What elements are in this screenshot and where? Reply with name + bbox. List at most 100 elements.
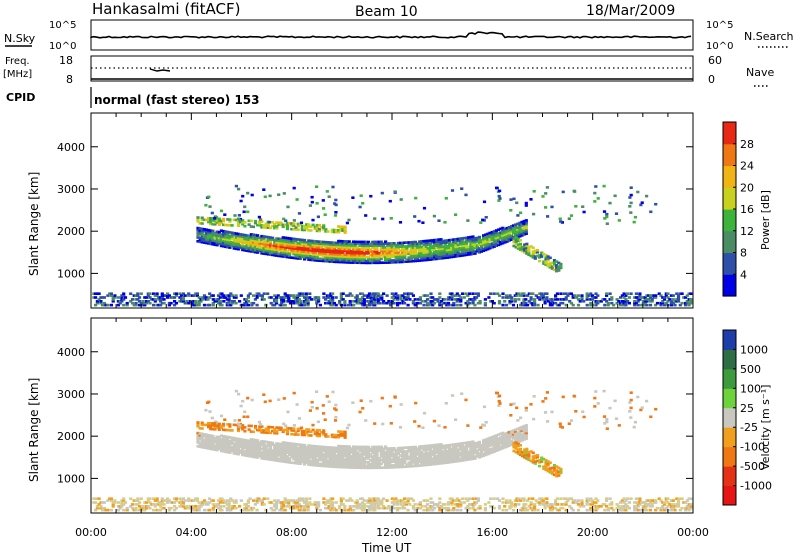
power-cell bbox=[215, 240, 219, 243]
power-cell bbox=[608, 201, 612, 205]
power-cell bbox=[253, 247, 258, 250]
power-cell bbox=[354, 248, 358, 251]
power-cell bbox=[522, 227, 526, 231]
velocity-cell bbox=[522, 427, 526, 430]
velocity-cell bbox=[505, 433, 509, 437]
power-cell bbox=[424, 256, 428, 260]
power-cell bbox=[428, 256, 432, 259]
power-cell bbox=[300, 224, 304, 228]
power-cell bbox=[275, 254, 279, 257]
power-cell bbox=[655, 301, 660, 305]
power-cell bbox=[266, 249, 270, 252]
power-cell bbox=[447, 246, 452, 250]
velocity-cell bbox=[465, 441, 469, 445]
power-cell bbox=[218, 292, 222, 295]
velocity-cell bbox=[437, 424, 441, 427]
power-cell bbox=[255, 292, 259, 295]
power-cell bbox=[227, 298, 231, 301]
power-cell bbox=[465, 238, 469, 241]
power-cell bbox=[546, 259, 550, 262]
power-cell bbox=[224, 237, 228, 241]
velocity-cell bbox=[541, 400, 545, 403]
power-cell bbox=[327, 296, 331, 299]
velocity-cell bbox=[384, 460, 388, 464]
power-cell bbox=[266, 245, 270, 248]
velocity-cell bbox=[196, 433, 200, 437]
power-cell bbox=[478, 301, 482, 305]
velocity-cell bbox=[242, 415, 246, 419]
power-cell bbox=[311, 241, 315, 245]
velocity-cell bbox=[424, 454, 428, 457]
power-cell bbox=[219, 219, 223, 223]
velocity-cell bbox=[360, 451, 364, 454]
power-cell bbox=[645, 300, 649, 303]
velocity-cell bbox=[315, 454, 319, 458]
velocity-cell bbox=[92, 497, 96, 500]
power-cell bbox=[136, 298, 140, 301]
velocity-cell bbox=[300, 455, 304, 458]
power-cell bbox=[457, 298, 461, 301]
power-cell bbox=[490, 236, 494, 240]
power-cell bbox=[520, 303, 524, 307]
power-cell bbox=[143, 301, 147, 305]
power-cell bbox=[349, 249, 354, 253]
velocity-cell bbox=[290, 442, 294, 445]
power-cell bbox=[643, 303, 647, 307]
velocity-cell bbox=[226, 449, 230, 452]
velocity-cell bbox=[420, 458, 424, 461]
velocity-cell bbox=[386, 449, 390, 452]
velocity-cell bbox=[358, 460, 362, 464]
velocity-cell bbox=[317, 429, 322, 432]
power-cell bbox=[664, 301, 668, 305]
power-cell bbox=[328, 248, 332, 252]
velocity-cell bbox=[371, 457, 375, 460]
power-cell bbox=[460, 240, 464, 244]
velocity-cell bbox=[522, 428, 526, 432]
power-cell bbox=[617, 300, 621, 303]
power-cell bbox=[614, 212, 619, 215]
velocity-cell bbox=[255, 497, 259, 500]
velocity-cell bbox=[245, 503, 249, 506]
velocity-cell bbox=[460, 453, 464, 457]
velocity-cell bbox=[180, 503, 184, 506]
power-cell bbox=[385, 294, 389, 297]
power-cell bbox=[507, 229, 511, 233]
velocity-cell bbox=[341, 465, 345, 469]
velocity-cell bbox=[215, 441, 219, 444]
velocity-cell bbox=[524, 429, 528, 433]
velocity-cell bbox=[366, 464, 371, 468]
power-cell bbox=[360, 240, 364, 244]
velocity-cell bbox=[241, 444, 245, 447]
velocity-cell bbox=[307, 430, 311, 433]
power-cell bbox=[450, 250, 454, 253]
velocity-cell bbox=[296, 450, 300, 454]
velocity-cell bbox=[309, 446, 313, 450]
power-cell bbox=[217, 230, 221, 234]
velocity-cell bbox=[405, 463, 409, 466]
velocity-cell bbox=[234, 499, 238, 502]
power-cell bbox=[605, 212, 609, 216]
power-cell bbox=[208, 292, 212, 295]
velocity-cell bbox=[439, 450, 443, 454]
power-cell bbox=[215, 300, 219, 303]
power-cell bbox=[533, 249, 537, 253]
power-cell bbox=[514, 231, 518, 234]
velocity-cell bbox=[490, 435, 494, 439]
power-cell bbox=[226, 240, 230, 243]
velocity-cell bbox=[144, 506, 149, 510]
power-cell bbox=[277, 193, 281, 196]
power-cell bbox=[274, 301, 279, 305]
velocity-cell bbox=[450, 460, 454, 464]
velocity-cell bbox=[300, 433, 304, 437]
velocity-cell bbox=[174, 499, 178, 502]
power-cell bbox=[392, 301, 396, 305]
power-cell bbox=[236, 246, 241, 249]
velocity-cell bbox=[273, 431, 277, 435]
power-cell bbox=[437, 244, 441, 247]
power-cell bbox=[199, 300, 203, 303]
velocity-cell bbox=[411, 464, 415, 468]
power-cell bbox=[594, 292, 598, 295]
velocity-cell bbox=[152, 497, 156, 500]
power-cell bbox=[298, 255, 302, 259]
power-cell bbox=[277, 247, 281, 250]
